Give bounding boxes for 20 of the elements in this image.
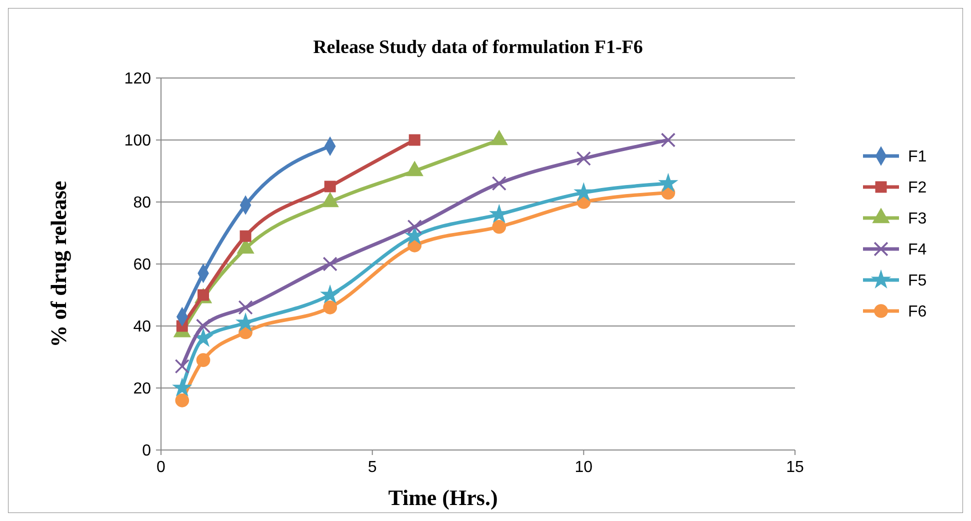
y-tick-label: 120: [124, 70, 152, 88]
y-tick-label: 40: [133, 318, 152, 336]
x-axis-title: Time (Hrs.): [388, 485, 498, 510]
y-tick-label: 80: [133, 194, 152, 212]
y-tick-label: 60: [133, 256, 152, 274]
legend-label: F1: [908, 148, 927, 166]
legend-label: F2: [908, 180, 927, 197]
legend-label: F6: [908, 304, 927, 321]
y-tick-label: 20: [133, 380, 152, 398]
y-tick-label: 100: [124, 132, 152, 150]
y-axis-title: % of drug release: [46, 180, 71, 348]
x-tick-label: 5: [368, 459, 377, 476]
legend-label: F4: [908, 242, 927, 259]
legend-label: F5: [908, 272, 927, 290]
chart-title: Release Study data of formulation F1-F6: [313, 37, 643, 58]
x-tick-label: 0: [156, 459, 166, 476]
x-tick-label: 15: [786, 459, 804, 476]
legend-label: F3: [908, 210, 927, 228]
y-tick-label: 0: [142, 442, 152, 460]
x-tick-label: 10: [574, 459, 593, 476]
